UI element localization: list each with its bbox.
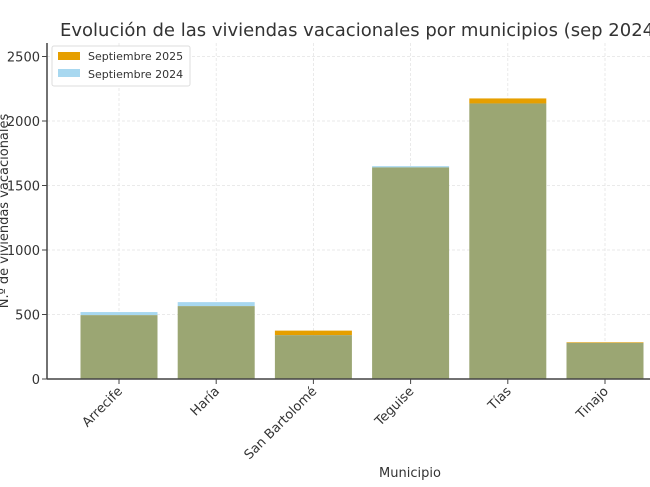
legend-swatch-2024 [58,69,80,77]
bar-2025-excess [566,342,644,343]
x-axis-label: Municipio [379,466,441,481]
legend-label-2025: Septiembre 2025 [88,50,183,63]
y-tick-label: 1000 [7,244,40,259]
y-tick-label: 1500 [7,180,40,195]
bars [80,98,644,380]
x-tick-label: Tinajo [573,384,612,423]
chart-title: Evolución de las viviendas vacacionales … [60,20,650,41]
y-tick-label: 0 [32,373,40,388]
bar-2024-excess [80,312,158,316]
legend-swatch-2025 [58,52,80,60]
x-tick-label: San Bartolomé [242,384,321,463]
x-tick-label: Teguise [372,384,418,430]
legend-label-2024: Septiembre 2024 [88,68,183,81]
bar-2024-excess [177,302,255,307]
bar-2025-excess [274,330,352,336]
y-tick-label: 500 [15,309,40,324]
x-tick-label: Tías [485,384,515,414]
bar-overlap [80,315,158,379]
bar-overlap [177,306,255,379]
bar-overlap [372,167,450,379]
y-axis-label: N.º de viviendas vacacionales [0,114,12,309]
bar-overlap [469,103,547,380]
bar-2024-excess [372,166,450,168]
y-tick-label: 2500 [7,51,40,66]
bar-overlap [274,335,352,379]
bar-overlap [566,342,644,379]
x-ticks: Arrecife Haría San Bartolomé Teguise Tías Tin… [80,379,612,463]
x-tick-label: Arrecife [80,384,126,430]
legend: Septiembre 2025 Septiembre 2024 [51,45,191,87]
y-tick-label: 2000 [7,115,40,130]
bar-2025-excess [469,98,547,104]
y-ticks: 0 500 1000 1500 2000 2500 [7,51,47,388]
x-tick-label: Haría [188,384,223,419]
